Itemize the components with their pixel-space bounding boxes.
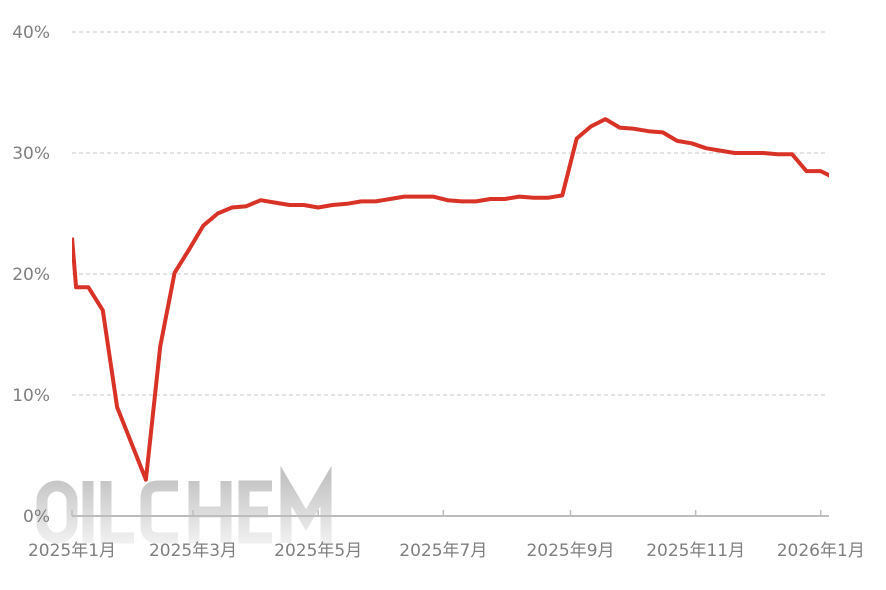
x-tick-label: 2025年11月: [646, 541, 745, 561]
watermark-letter-e: [238, 480, 272, 544]
series-line: [72, 117, 829, 482]
watermark-letter-c: [140, 480, 178, 544]
x-tick-label: 2026年1月: [777, 541, 865, 561]
y-tick-label: 20%: [12, 265, 50, 285]
x-tick-label: 2025年1月: [28, 541, 116, 561]
y-tick-label: 10%: [12, 386, 50, 406]
x-tick-label: 2025年5月: [274, 541, 362, 561]
watermark-letter-m: [280, 465, 332, 543]
x-tick-label: 2025年7月: [399, 541, 487, 561]
y-tick-label: 0%: [23, 507, 50, 527]
watermark-letter-l: [100, 481, 134, 544]
watermark-logo: [36, 465, 332, 544]
y-tick-label: 40%: [12, 23, 50, 43]
watermark-letter-h: [188, 481, 232, 543]
x-tick-label: 2025年9月: [526, 541, 614, 561]
y-tick-label: 30%: [12, 144, 50, 164]
x-tick-label: 2025年3月: [149, 541, 237, 561]
